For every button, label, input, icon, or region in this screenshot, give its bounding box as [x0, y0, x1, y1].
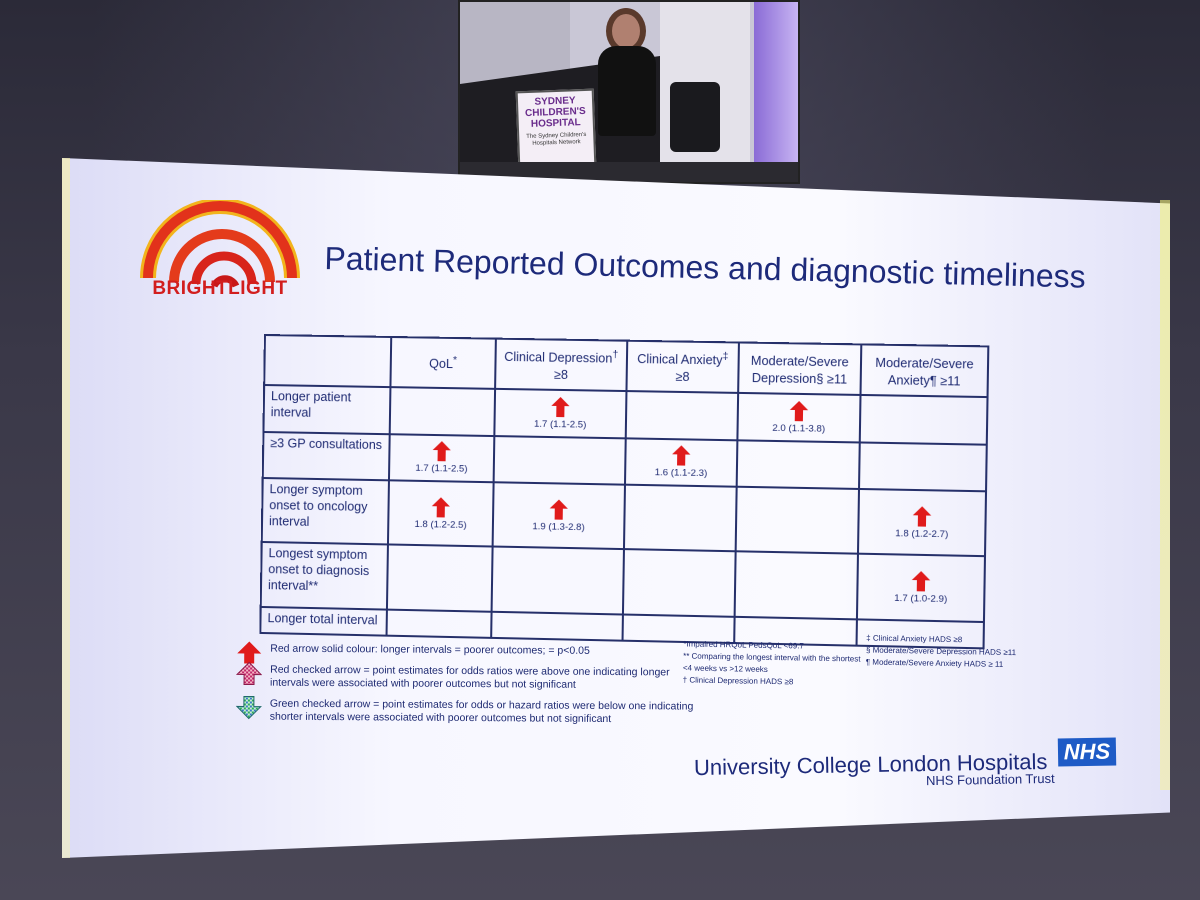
odds-ratio-value: 1.7 (1.0-2.9): [894, 592, 948, 606]
table-cell: 1.7 (1.1-2.5): [494, 388, 627, 438]
podium-sign-subtext: The Sydney Children's Hospitals Network: [526, 131, 587, 147]
odds-ratio-value: 1.6 (1.1-2.3): [654, 467, 708, 480]
column-header-line2: ≥8: [675, 369, 690, 384]
table-cell: [734, 551, 858, 620]
table-cell: [859, 394, 988, 445]
table-cell: [491, 546, 624, 615]
column-header-sup: *: [452, 355, 458, 367]
odds-ratio-value: 1.8 (1.2-2.5): [414, 518, 467, 531]
odds-ratio-value: 1.7 (1.1-2.5): [415, 463, 468, 475]
legend-text: Red checked arrow = point estimates for …: [269, 663, 670, 691]
column-header: Moderate/Severe Depression§ ≥11: [738, 342, 862, 395]
row-label: ≥3 GP consultations: [262, 431, 390, 481]
footnotes-right: ‡ Clinical Anxiety HADS ≥8 § Moderate/Se…: [866, 633, 1037, 672]
footnote: ** Comparing the longest interval with t…: [682, 651, 861, 674]
table-cell: [625, 391, 739, 440]
outcomes-table: QoL* Clinical Depression† ≥8 Clinical Anx…: [259, 334, 995, 656]
column-header-line2: Anxiety¶ ≥11: [887, 372, 961, 389]
column-header-label: Moderate/Severe: [750, 354, 849, 371]
legend-text: Green checked arrow = point estimates fo…: [269, 697, 694, 726]
red-up-arrow-icon: [911, 570, 931, 592]
brightlight-logo-text: BRIGHTLIGHT: [152, 278, 288, 299]
table-cell: [491, 611, 623, 641]
row-label: Longer total interval: [260, 606, 387, 636]
footnotes-middle: *Impaired HRQoL PedsQoL <69.7 ** Compari…: [683, 638, 864, 689]
table-cell: [623, 484, 737, 552]
speaker-body: [598, 46, 656, 136]
legend-item: Red arrow solid colour: longer intervals…: [236, 641, 696, 664]
row-label: Longest symptom onset to diagnosis inter…: [260, 542, 388, 610]
column-header-sup: †: [612, 349, 619, 362]
table-cell: [386, 544, 493, 612]
table-cell: 1.6 (1.1-2.3): [624, 437, 738, 487]
video-chair: [670, 82, 720, 152]
table-cell: [386, 609, 492, 638]
column-header-label: Clinical Anxiety: [637, 352, 723, 369]
odds-ratio-value: 1.8 (1.2-2.7): [895, 527, 949, 540]
legend-item: Green checked arrow = point estimates fo…: [235, 695, 696, 726]
column-header-sup: ‡: [722, 351, 729, 363]
column-header-line2: ≥8: [553, 367, 569, 382]
legend: Red arrow solid colour: longer intervals…: [235, 641, 697, 734]
video-purple-light: [754, 2, 798, 182]
red-checked-arrow-icon: [236, 661, 263, 686]
column-header: Clinical Depression† ≥8: [495, 338, 628, 392]
red-solid-arrow-icon: [237, 641, 262, 664]
column-header: QoL*: [390, 337, 496, 389]
table-row: Longer patient interval 1.7 (1.1-2.5) 2.0 …: [263, 385, 988, 445]
table-cell: [389, 387, 496, 436]
brightlight-logo-icon: [140, 200, 300, 288]
row-label: Longer symptom onset to oncology interva…: [261, 477, 389, 545]
column-header: Moderate/Severe Anxiety¶ ≥11: [860, 344, 989, 398]
speaker-head: [612, 14, 640, 48]
red-up-arrow-icon: [431, 496, 451, 518]
table-cell: [735, 486, 860, 555]
legend-item: Red checked arrow = point estimates for …: [236, 661, 696, 692]
podium-sign: SYDNEY CHILDREN'S HOSPITAL The Sydney Ch…: [515, 88, 597, 170]
red-up-arrow-icon: [551, 396, 570, 418]
legend-text: Red arrow solid colour: longer intervals…: [270, 642, 590, 657]
red-up-arrow-icon: [432, 441, 451, 462]
table-row: Longest symptom onset to diagnosis inter…: [260, 542, 985, 622]
slide-edge-left: [62, 158, 70, 858]
table-cell: [493, 435, 626, 485]
table-cell: [622, 549, 736, 617]
red-up-arrow-icon: [789, 400, 809, 422]
red-up-arrow-icon: [549, 499, 569, 520]
speaker-video-feed: SYDNEY CHILDREN'S HOSPITAL The Sydney Ch…: [458, 0, 800, 184]
table-row: Longer symptom onset to oncology interva…: [261, 477, 987, 557]
column-header-label: QoL: [429, 357, 454, 372]
table-cell: 2.0 (1.1-3.8): [737, 392, 861, 442]
row-label: Longer patient interval: [263, 385, 391, 434]
column-header: Clinical Anxiety‡ ≥8: [626, 340, 739, 393]
odds-ratio-value: 1.9 (1.3-2.8): [532, 520, 585, 533]
column-header-label: Moderate/Severe: [875, 356, 974, 373]
footer-trust: NHS Foundation Trust: [925, 770, 1055, 789]
table-cell: 1.9 (1.3-2.8): [492, 482, 625, 550]
column-header-label: Clinical Depression: [504, 350, 613, 367]
table-cell: 1.7 (1.1-2.5): [388, 433, 495, 483]
nhs-logo-badge: NHS: [1057, 737, 1117, 767]
table-cell: [736, 439, 860, 489]
odds-ratio-value: 2.0 (1.1-3.8): [772, 422, 826, 435]
table-cell: 1.7 (1.0-2.9): [856, 554, 985, 622]
table-cell: 1.8 (1.2-2.5): [387, 480, 494, 547]
red-up-arrow-icon: [671, 445, 691, 466]
header-empty: [264, 335, 392, 388]
green-checked-arrow-icon: [235, 695, 262, 720]
outcomes-grid: QoL* Clinical Depression† ≥8 Clinical Anx…: [259, 334, 989, 649]
column-header-line2: Depression§ ≥11: [751, 370, 848, 387]
slide-edge-right: [1160, 200, 1170, 790]
table-cell: 1.8 (1.2-2.7): [857, 488, 987, 557]
video-floor: [460, 162, 798, 182]
table-cell: [859, 441, 987, 492]
podium-sign-line-3: HOSPITAL: [530, 117, 581, 130]
table-row: ≥3 GP consultations 1.7 (1.1-2.5) 1.6 (1.1…: [262, 431, 987, 492]
red-up-arrow-icon: [912, 505, 932, 527]
odds-ratio-value: 1.7 (1.1-2.5): [533, 418, 587, 431]
